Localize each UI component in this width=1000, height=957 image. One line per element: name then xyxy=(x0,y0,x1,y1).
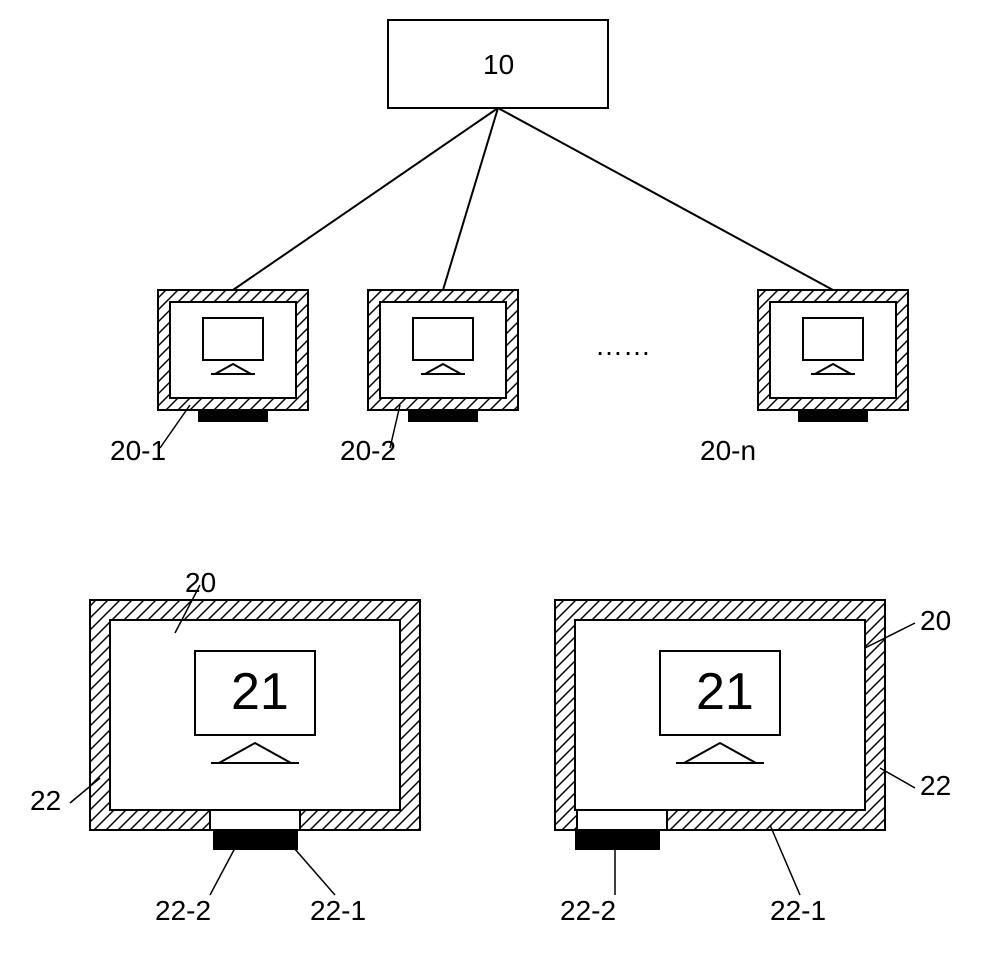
svg-text:21: 21 xyxy=(696,663,754,721)
svg-text:20-n: 20-n xyxy=(700,435,756,466)
svg-text:10: 10 xyxy=(483,49,514,80)
svg-text:22-1: 22-1 xyxy=(310,895,366,926)
svg-text:20: 20 xyxy=(185,567,216,598)
svg-text:22-2: 22-2 xyxy=(155,895,211,926)
diagram-canvas: 10 20-1 20-2 20-n …… 21 20 22 22-2 22-1 21 20 22 22-2… xyxy=(0,0,1000,957)
svg-text:20-1: 20-1 xyxy=(110,435,166,466)
svg-text:20: 20 xyxy=(920,605,951,636)
svg-text:21: 21 xyxy=(231,663,289,721)
svg-text:20-2: 20-2 xyxy=(340,435,396,466)
svg-text:22: 22 xyxy=(30,785,61,816)
svg-text:22: 22 xyxy=(920,770,951,801)
svg-text:22-2: 22-2 xyxy=(560,895,616,926)
svg-text:……: …… xyxy=(595,330,651,361)
svg-text:22-1: 22-1 xyxy=(770,895,826,926)
